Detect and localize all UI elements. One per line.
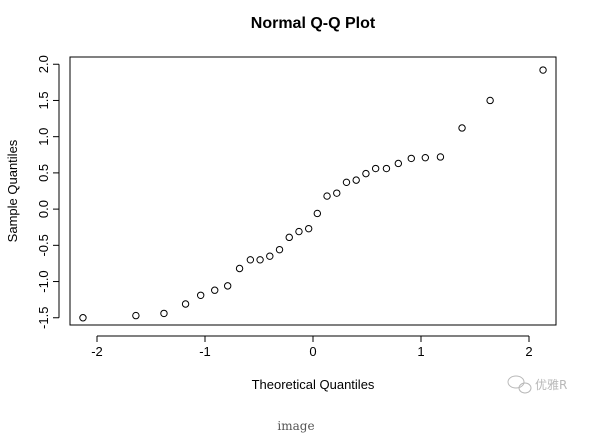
- data-point: [223, 282, 232, 290]
- data-point: [333, 189, 341, 197]
- data-point: [371, 164, 380, 173]
- data-point: [304, 224, 313, 233]
- data-point: [132, 311, 140, 320]
- data-point: [436, 153, 445, 161]
- data-point: [394, 159, 403, 168]
- data-point: [79, 314, 87, 322]
- data-point: [342, 178, 351, 187]
- x-tick-label: -1: [199, 344, 211, 359]
- y-tick-label: -1.5: [36, 307, 51, 329]
- data-point: [285, 233, 293, 242]
- y-axis-label: Sample Quantiles: [5, 139, 20, 242]
- y-axis: -1.5 -1.0 -0.5 0.0 0.5 1.0 1.5 2.0: [36, 55, 60, 329]
- data-point: [235, 264, 244, 273]
- y-tick-label: 1.0: [36, 128, 51, 146]
- x-tick-label: 0: [309, 344, 316, 359]
- data-point: [196, 291, 205, 300]
- data-point: [407, 154, 415, 163]
- x-axis-label: Theoretical Quantiles: [252, 377, 375, 392]
- data-point: [382, 164, 391, 173]
- image-caption: image: [277, 419, 314, 433]
- chart-title: Normal Q-Q Plot: [251, 15, 376, 32]
- data-point: [266, 252, 274, 260]
- watermark-text: 优雅R: [535, 377, 567, 392]
- y-tick-label: 0.5: [36, 164, 51, 182]
- y-tick-label: 1.5: [36, 91, 51, 109]
- data-point: [458, 124, 466, 132]
- data-point: [160, 309, 168, 318]
- wechat-icon: [507, 375, 532, 394]
- data-point: [211, 286, 219, 294]
- data-points: [79, 66, 547, 322]
- data-point: [275, 245, 284, 254]
- data-point: [246, 256, 255, 264]
- data-point: [539, 66, 547, 74]
- data-point: [323, 192, 331, 200]
- data-point: [362, 169, 370, 178]
- plot-frame: [69, 56, 557, 326]
- data-point: [313, 209, 322, 218]
- data-point: [486, 96, 494, 105]
- x-axis: -2 -1 0 1 2: [91, 335, 533, 359]
- data-point: [421, 153, 430, 162]
- x-tick-label: 2: [525, 344, 532, 359]
- data-point: [352, 176, 360, 184]
- x-tick-label: 1: [417, 344, 424, 359]
- data-point: [295, 227, 303, 236]
- y-tick-label: 0.0: [36, 200, 51, 218]
- y-tick-label: 2.0: [36, 55, 51, 73]
- y-tick-label: -1.0: [36, 270, 51, 292]
- x-tick-label: -2: [91, 344, 103, 359]
- watermark: 优雅R: [507, 375, 567, 394]
- data-point: [181, 300, 190, 308]
- y-tick-label: -0.5: [36, 234, 51, 256]
- data-point: [256, 256, 264, 264]
